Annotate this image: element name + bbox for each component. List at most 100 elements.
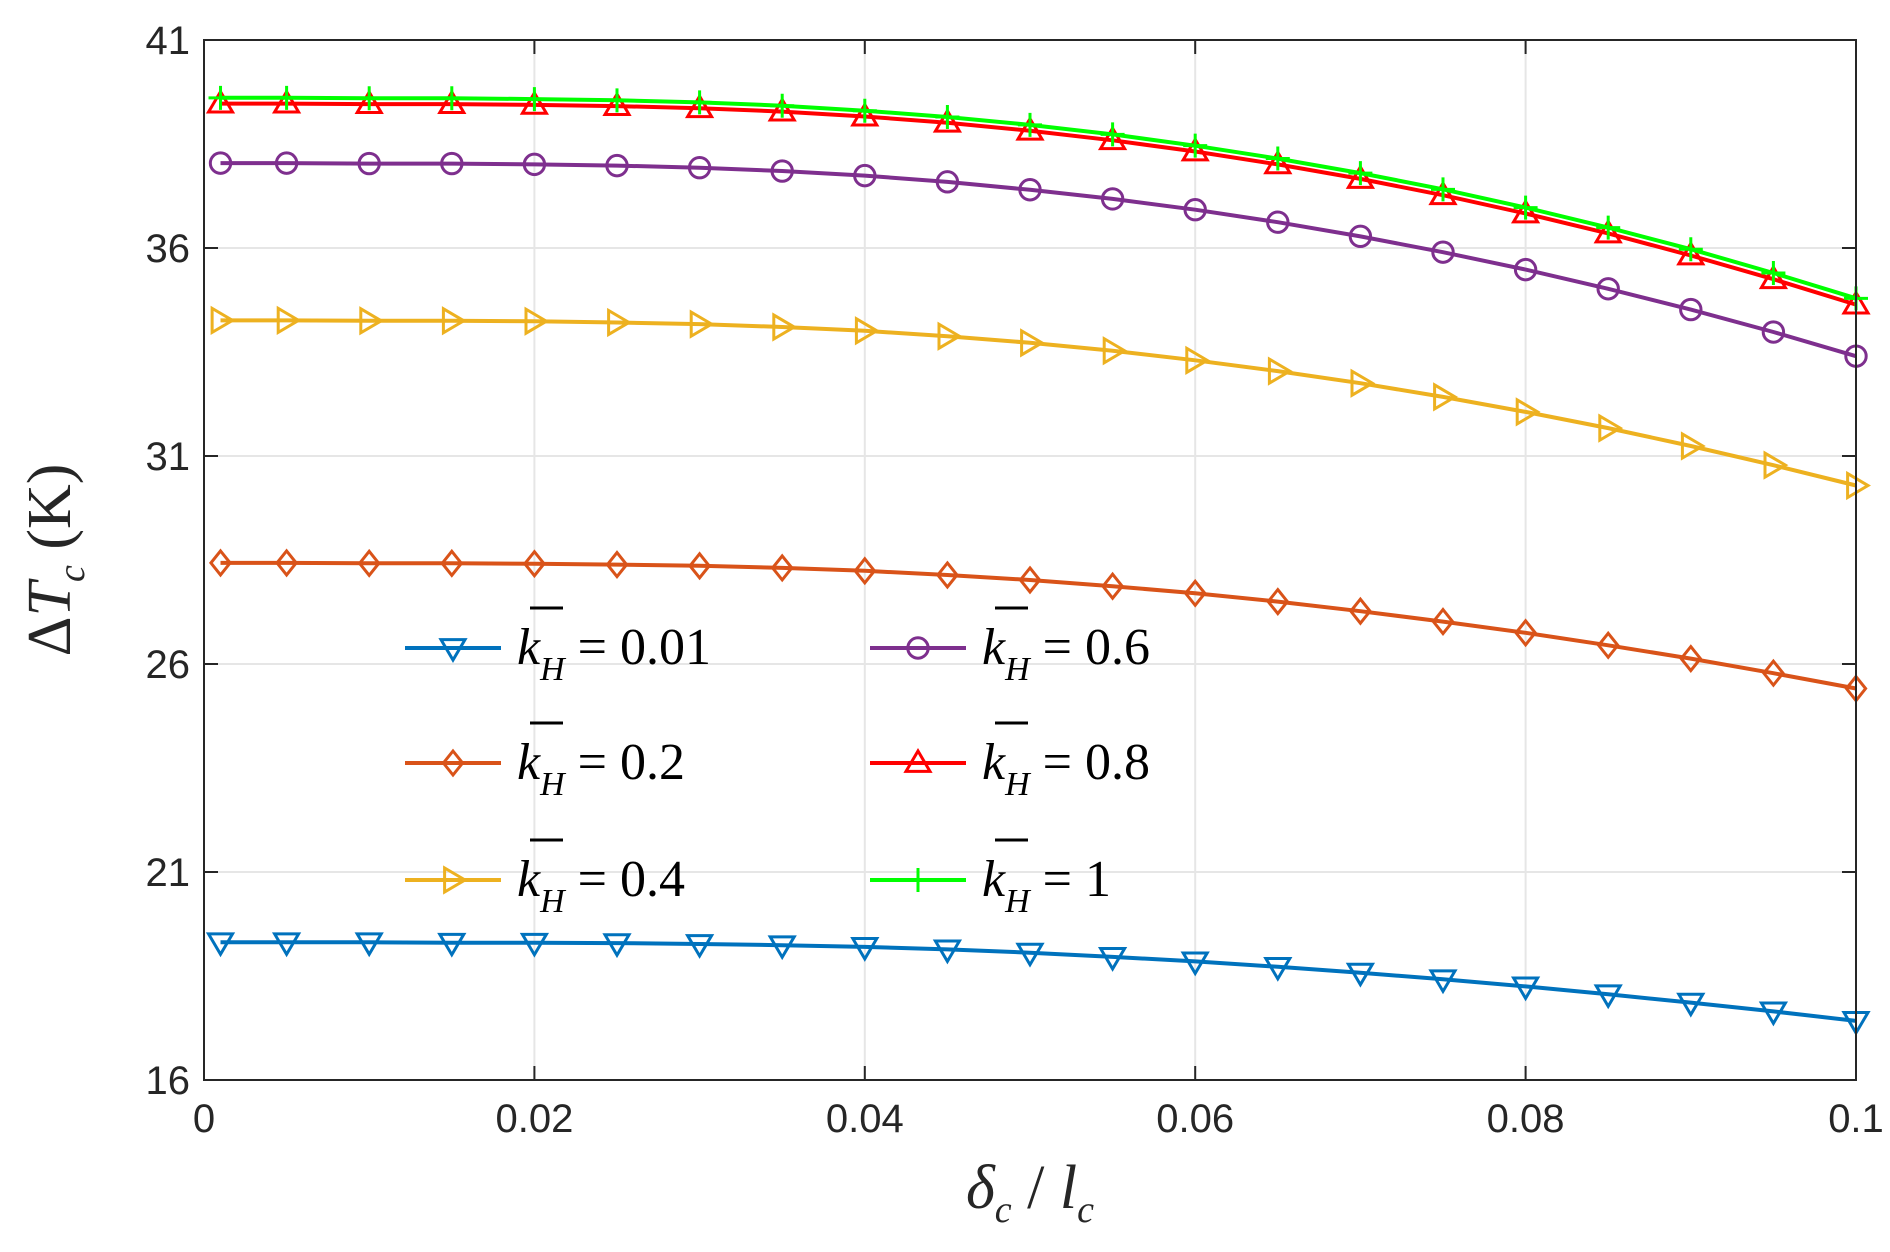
data-point bbox=[767, 935, 797, 961]
y-axis-label: ΔTc (K) bbox=[16, 464, 93, 657]
data-point bbox=[441, 306, 467, 336]
legend-label: kH = 0.01 bbox=[517, 619, 711, 688]
data-point bbox=[1018, 178, 1042, 202]
data-point bbox=[602, 91, 632, 117]
data-point bbox=[208, 85, 233, 110]
data-point bbox=[437, 89, 467, 114]
data-point bbox=[437, 932, 467, 958]
data-point bbox=[1763, 450, 1789, 480]
data-point bbox=[1596, 630, 1620, 660]
data-point bbox=[1183, 198, 1207, 222]
data-point bbox=[1679, 644, 1703, 673]
data-point bbox=[684, 934, 715, 959]
series-layer bbox=[205, 85, 1871, 1036]
data-point bbox=[1180, 136, 1210, 162]
data-point bbox=[1020, 328, 1045, 358]
legend-label: kH = 0.8 bbox=[982, 734, 1150, 803]
data-point bbox=[522, 87, 547, 112]
series-line bbox=[220, 318, 1857, 488]
data-point bbox=[1596, 277, 1620, 301]
data-point bbox=[519, 932, 550, 958]
data-point bbox=[1263, 149, 1293, 175]
data-point bbox=[937, 321, 963, 351]
data-point bbox=[271, 932, 302, 958]
data-point bbox=[1431, 607, 1455, 636]
data-point bbox=[1680, 431, 1706, 461]
data-point bbox=[1515, 397, 1541, 427]
data-point bbox=[1846, 470, 1871, 501]
ticks bbox=[203, 39, 1857, 1081]
data-point bbox=[772, 312, 798, 342]
data-point bbox=[935, 170, 960, 194]
data-point bbox=[687, 156, 712, 180]
data-point bbox=[1431, 177, 1455, 202]
data-point bbox=[208, 548, 233, 578]
data-point bbox=[275, 548, 299, 578]
data-point bbox=[1266, 587, 1290, 617]
data-point bbox=[852, 98, 877, 123]
tick-labels: 0 0.02 0.04 0.06 0.08 0.1 16 21 26 31 36 41 bbox=[146, 19, 1884, 1141]
plot-frame bbox=[203, 39, 1857, 1081]
data-point bbox=[210, 305, 236, 336]
data-point bbox=[1761, 260, 1786, 285]
data-point bbox=[687, 90, 712, 115]
series-6 bbox=[208, 85, 1868, 311]
series-1 bbox=[205, 932, 1871, 1036]
data-point bbox=[522, 152, 547, 177]
y-tick-label: 21 bbox=[146, 851, 191, 895]
data-point bbox=[357, 86, 382, 111]
legend-marker bbox=[438, 638, 468, 663]
series-line bbox=[220, 161, 1857, 359]
data-point bbox=[354, 89, 384, 114]
data-point bbox=[1018, 112, 1042, 137]
legend-label: kH = 0.6 bbox=[982, 619, 1150, 688]
data-point bbox=[770, 93, 795, 118]
data-point bbox=[274, 151, 299, 175]
legend: kH = 0.01 kH = 0.2 kH = 0.4 kH = 0.6 kH = 0.… bbox=[405, 606, 1150, 920]
data-point bbox=[440, 151, 464, 176]
data-point bbox=[208, 151, 233, 175]
data-point bbox=[1101, 571, 1125, 601]
data-point bbox=[1676, 240, 1706, 266]
data-point bbox=[1100, 187, 1125, 211]
data-point bbox=[1761, 658, 1785, 688]
data-point bbox=[1015, 942, 1045, 968]
legend-entry-2: kH = 0.2 bbox=[405, 721, 685, 803]
data-point bbox=[357, 548, 381, 578]
data-point bbox=[1018, 565, 1042, 595]
data-point bbox=[1097, 946, 1128, 972]
data-point bbox=[1345, 163, 1376, 189]
data-point bbox=[1097, 125, 1128, 151]
data-point bbox=[607, 307, 632, 338]
data-point bbox=[1348, 161, 1373, 186]
data-point bbox=[1102, 336, 1128, 366]
y-tick-label: 41 bbox=[146, 19, 191, 63]
data-point bbox=[1758, 264, 1789, 290]
data-point bbox=[1180, 951, 1210, 977]
series-line bbox=[220, 560, 1857, 691]
legend-entry-5: kH = 0.8 bbox=[870, 721, 1150, 803]
data-point bbox=[854, 316, 880, 346]
y-tick-label: 36 bbox=[146, 227, 191, 271]
data-point bbox=[271, 88, 302, 114]
data-point bbox=[605, 153, 629, 178]
data-point bbox=[1598, 413, 1624, 443]
data-point bbox=[1265, 146, 1290, 171]
data-point bbox=[1348, 224, 1373, 249]
data-point bbox=[519, 89, 550, 115]
data-point bbox=[689, 309, 715, 339]
data-point bbox=[684, 93, 715, 119]
x-tick-label: 0.02 bbox=[495, 1097, 573, 1141]
legend-label: kH = 1 bbox=[982, 851, 1111, 920]
legend-marker bbox=[441, 748, 465, 778]
data-point bbox=[1348, 596, 1372, 626]
y-tick-label: 26 bbox=[146, 643, 191, 687]
data-point bbox=[932, 939, 963, 965]
data-point bbox=[1267, 356, 1293, 386]
data-point bbox=[1185, 345, 1211, 375]
data-point bbox=[1593, 218, 1623, 244]
series-line bbox=[220, 940, 1857, 1023]
data-point bbox=[205, 932, 236, 958]
data-point bbox=[602, 933, 632, 959]
